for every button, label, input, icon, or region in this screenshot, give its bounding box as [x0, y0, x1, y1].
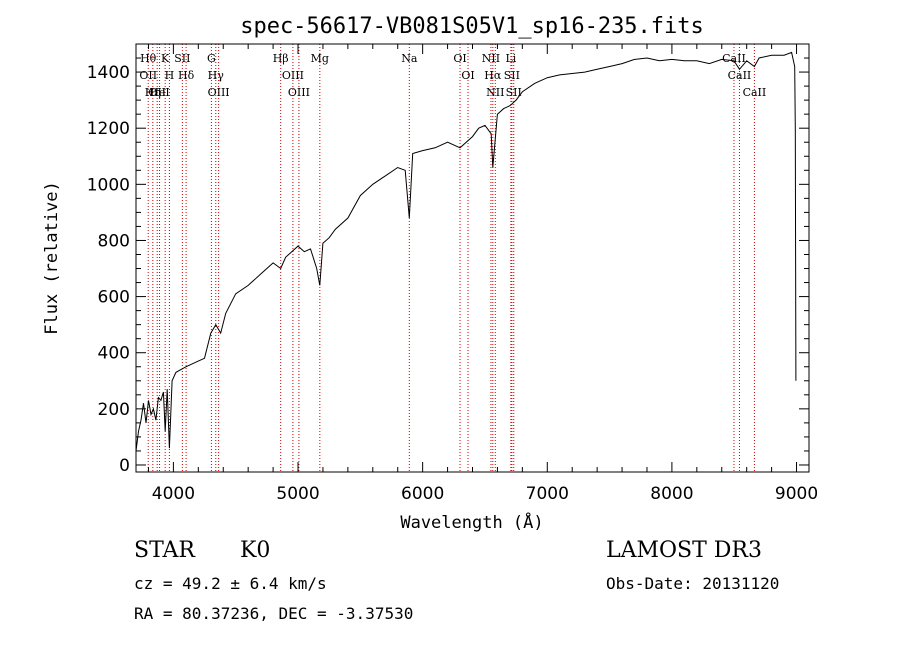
line-marker-label: G — [207, 52, 216, 65]
line-marker-label: Mg — [311, 52, 329, 65]
line-marker-label: CaII — [743, 86, 767, 99]
x-tick-label: 9000 — [775, 484, 818, 504]
line-marker-label: NII — [482, 52, 500, 65]
line-marker-label: SII — [174, 52, 190, 65]
y-tick-label: 200 — [98, 400, 130, 420]
x-tick-label: 6000 — [401, 484, 444, 504]
y-tick-label: 0 — [119, 456, 130, 476]
line-marker-label: Hδ — [178, 69, 195, 82]
line-marker-label: OII — [139, 69, 157, 82]
y-tick-label: 600 — [98, 288, 130, 308]
x-tick-label: 8000 — [650, 484, 693, 504]
line-marker-label: Hβ — [273, 52, 289, 65]
line-marker-label: K — [161, 52, 170, 65]
line-marker-label: OIII — [282, 69, 304, 82]
line-marker-label: OIII — [208, 86, 230, 99]
x-axis-label: Wavelength (Å) — [400, 511, 543, 533]
x-tick-label: 7000 — [526, 484, 569, 504]
plot-frame — [135, 43, 810, 473]
line-marker-label: NII — [486, 86, 504, 99]
x-tick-label: 5000 — [276, 484, 319, 504]
coordinates-text: RA = 80.37236, DEC = -3.37530 — [134, 604, 414, 623]
line-marker-label: Hγ — [208, 69, 225, 82]
y-tick-label: 1000 — [87, 175, 130, 195]
object-class: STAR — [134, 538, 195, 563]
line-marker-label: H — [165, 69, 175, 82]
object-subclass: K0 — [240, 538, 271, 563]
y-tick-label: 400 — [98, 344, 130, 364]
line-marker-label: CaII — [722, 52, 746, 65]
y-tick-label: 1400 — [87, 63, 130, 83]
line-marker-label: HeI — [149, 86, 169, 99]
chart-title: spec-56617-VB081S05V1_sp16-235.fits — [240, 14, 704, 39]
redshift-text: cz = 49.2 ± 6.4 km/s — [134, 574, 327, 593]
line-marker-label: Hα — [484, 69, 502, 82]
line-marker-label: OI — [461, 69, 474, 82]
line-marker-label: OII — [148, 86, 166, 99]
y-tick-label: 1200 — [87, 119, 130, 139]
line-marker-label: OIII — [288, 86, 310, 99]
line-marker-label: Na — [401, 52, 418, 65]
y-axis-label: Flux (relative) — [42, 181, 62, 335]
line-marker-label: CaII — [728, 69, 752, 82]
line-marker-label: SII — [506, 86, 522, 99]
line-marker-label: SII — [504, 69, 520, 82]
obs-date-text: Obs-Date: 20131120 — [606, 574, 780, 593]
y-tick-label: 800 — [98, 231, 130, 251]
line-marker-label: Hθ — [140, 52, 157, 65]
line-marker-label: OI — [453, 52, 466, 65]
axis-ticks: 4000 5000 6000 7000 8000 9000 0 200 400 600 800 100… — [87, 44, 818, 504]
survey-name: LAMOST DR3 — [606, 538, 762, 563]
spectrum-line — [135, 51, 797, 452]
x-tick-label: 4000 — [152, 484, 195, 504]
line-marker-label: Li — [505, 52, 516, 65]
